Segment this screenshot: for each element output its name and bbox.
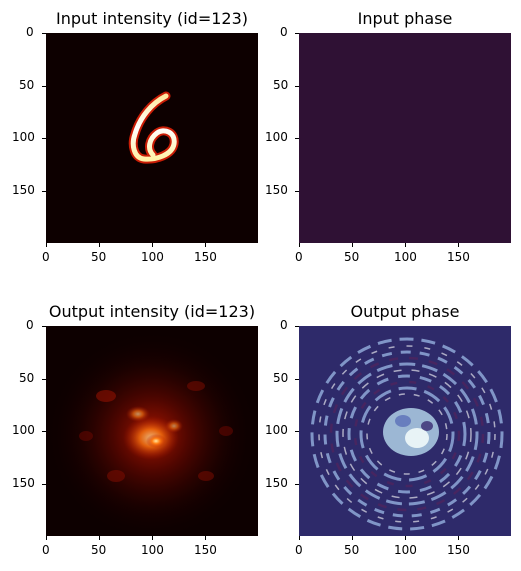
- heatmap-input-phase: [299, 33, 511, 243]
- y-tick-label: 150: [12, 476, 35, 490]
- heatmap-svg: [46, 326, 258, 536]
- heatmap-svg: [299, 326, 511, 536]
- x-tick-label: 50: [344, 543, 360, 557]
- heatmap-output-intensity: [46, 326, 258, 536]
- y-tick-label: 0: [26, 25, 34, 39]
- chart-title: Output phase: [350, 302, 460, 321]
- x-tick-label: 50: [91, 250, 107, 264]
- x-tick-label: 150: [447, 250, 470, 264]
- x-tick-label: 50: [91, 543, 107, 557]
- y-tick-label: 0: [280, 318, 288, 332]
- x-tick-label: 0: [295, 543, 303, 557]
- x-tick-label: 100: [141, 250, 164, 264]
- x-tick-label: 0: [295, 250, 303, 264]
- y-tick-label: 50: [19, 371, 35, 385]
- heatmap-svg: [299, 33, 511, 243]
- heatmap-input-intensity: [46, 33, 258, 243]
- y-tick-label: 50: [273, 371, 289, 385]
- x-tick-label: 100: [141, 543, 164, 557]
- x-tick-label: 0: [42, 250, 50, 264]
- y-tick-label: 100: [265, 130, 288, 144]
- y-tick-label: 50: [273, 78, 289, 92]
- chart-title: Input phase: [357, 9, 453, 28]
- x-tick-label: 150: [447, 543, 470, 557]
- heatmap-background: [299, 33, 511, 243]
- y-tick-label: 150: [265, 476, 288, 490]
- x-tick-label: 0: [42, 543, 50, 557]
- chart-title: Input intensity (id=123): [56, 9, 248, 28]
- y-tick-label: 100: [265, 423, 288, 437]
- x-tick-label: 50: [344, 250, 360, 264]
- y-tick-label: 0: [280, 25, 288, 39]
- chart-title: Output intensity (id=123): [48, 302, 256, 321]
- digit-stroke: [130, 93, 177, 162]
- y-tick-label: 150: [12, 183, 35, 197]
- y-tick-label: 0: [26, 318, 34, 332]
- y-tick-label: 50: [19, 78, 35, 92]
- heatmap-output-phase: [299, 326, 511, 536]
- y-tick-label: 100: [12, 130, 35, 144]
- heatmap-svg: [46, 33, 258, 243]
- x-tick-label: 150: [194, 543, 217, 557]
- x-tick-label: 100: [394, 543, 417, 557]
- y-tick-label: 150: [265, 183, 288, 197]
- y-tick-label: 100: [12, 423, 35, 437]
- x-tick-label: 100: [394, 250, 417, 264]
- x-tick-label: 150: [194, 250, 217, 264]
